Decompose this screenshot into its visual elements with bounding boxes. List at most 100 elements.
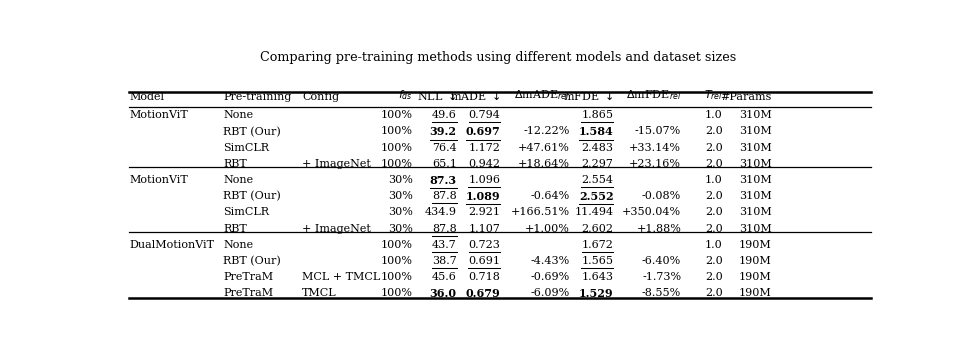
Text: 2.0: 2.0 (705, 272, 722, 282)
Text: +47.61%: +47.61% (518, 143, 570, 153)
Text: 190M: 190M (739, 288, 772, 298)
Text: -4.43%: -4.43% (531, 256, 570, 266)
Text: 100%: 100% (381, 110, 413, 120)
Text: 39.2: 39.2 (430, 126, 457, 138)
Text: 310M: 310M (739, 126, 772, 137)
Text: + ImageNet: + ImageNet (302, 159, 371, 169)
Text: 30%: 30% (388, 175, 413, 185)
Text: 190M: 190M (739, 272, 772, 282)
Text: 1.107: 1.107 (469, 224, 501, 234)
Text: 2.483: 2.483 (581, 143, 613, 153)
Text: 100%: 100% (381, 126, 413, 137)
Text: 2.0: 2.0 (705, 159, 722, 169)
Text: 1.865: 1.865 (581, 110, 613, 120)
Text: 30%: 30% (388, 191, 413, 201)
Text: SimCLR: SimCLR (224, 143, 269, 153)
Text: 0.942: 0.942 (469, 159, 501, 169)
Text: 100%: 100% (381, 272, 413, 282)
Text: RBT: RBT (224, 224, 247, 234)
Text: None: None (224, 175, 254, 185)
Text: -8.55%: -8.55% (642, 288, 681, 298)
Text: 0.794: 0.794 (469, 110, 501, 120)
Text: 310M: 310M (739, 110, 772, 120)
Text: PreTraM: PreTraM (224, 288, 273, 298)
Text: 43.7: 43.7 (432, 240, 457, 250)
Text: 0.697: 0.697 (466, 126, 501, 138)
Text: MotionViT: MotionViT (129, 175, 188, 185)
Text: 30%: 30% (388, 207, 413, 217)
Text: #Params: #Params (720, 92, 772, 102)
Text: 1.584: 1.584 (578, 126, 613, 138)
Text: DualMotionViT: DualMotionViT (129, 240, 214, 250)
Text: Model: Model (129, 92, 164, 102)
Text: 2.602: 2.602 (581, 224, 613, 234)
Text: RBT (Our): RBT (Our) (224, 191, 281, 201)
Text: 1.0: 1.0 (705, 175, 722, 185)
Text: 190M: 190M (739, 240, 772, 250)
Text: Config: Config (302, 92, 339, 102)
Text: -0.64%: -0.64% (531, 191, 570, 201)
Text: + ImageNet: + ImageNet (302, 224, 371, 234)
Text: 2.554: 2.554 (581, 175, 613, 185)
Text: Comparing pre-training methods using different models and dataset sizes: Comparing pre-training methods using dif… (260, 51, 736, 64)
Text: 0.691: 0.691 (469, 256, 501, 266)
Text: +1.00%: +1.00% (525, 224, 570, 234)
Text: 2.0: 2.0 (705, 126, 722, 137)
Text: 2.0: 2.0 (705, 224, 722, 234)
Text: RBT (Our): RBT (Our) (224, 256, 281, 266)
Text: 87.8: 87.8 (432, 191, 457, 201)
Text: +350.04%: +350.04% (622, 207, 681, 217)
Text: TMCL: TMCL (302, 288, 337, 298)
Text: 2.0: 2.0 (705, 143, 722, 153)
Text: 36.0: 36.0 (430, 288, 457, 299)
Text: 0.679: 0.679 (466, 288, 501, 299)
Text: +1.88%: +1.88% (637, 224, 681, 234)
Text: +33.14%: +33.14% (629, 143, 681, 153)
Text: None: None (224, 240, 254, 250)
Text: 100%: 100% (381, 240, 413, 250)
Text: 100%: 100% (381, 288, 413, 298)
Text: None: None (224, 110, 254, 120)
Text: 87.3: 87.3 (430, 175, 457, 186)
Text: NLL $\downarrow$: NLL $\downarrow$ (417, 90, 457, 102)
Text: 1.643: 1.643 (581, 272, 613, 282)
Text: -6.09%: -6.09% (531, 288, 570, 298)
Text: -1.73%: -1.73% (642, 272, 681, 282)
Text: RBT: RBT (224, 159, 247, 169)
Text: RBT (Our): RBT (Our) (224, 126, 281, 137)
Text: 1.529: 1.529 (578, 288, 613, 299)
Text: MotionViT: MotionViT (129, 110, 188, 120)
Text: MCL + TMCL: MCL + TMCL (302, 272, 381, 282)
Text: 2.921: 2.921 (469, 207, 501, 217)
Text: 1.089: 1.089 (466, 191, 501, 202)
Text: 310M: 310M (739, 175, 772, 185)
Text: 310M: 310M (739, 143, 772, 153)
Text: -6.40%: -6.40% (642, 256, 681, 266)
Text: -0.69%: -0.69% (531, 272, 570, 282)
Text: mFDE $\downarrow$: mFDE $\downarrow$ (564, 90, 613, 102)
Text: 30%: 30% (388, 224, 413, 234)
Text: 2.0: 2.0 (705, 288, 722, 298)
Text: +166.51%: +166.51% (510, 207, 570, 217)
Text: 1.096: 1.096 (469, 175, 501, 185)
Text: 100%: 100% (381, 256, 413, 266)
Text: 310M: 310M (739, 159, 772, 169)
Text: 2.0: 2.0 (705, 207, 722, 217)
Text: 1.172: 1.172 (469, 143, 501, 153)
Text: 1.672: 1.672 (581, 240, 613, 250)
Text: 190M: 190M (739, 256, 772, 266)
Text: 1.0: 1.0 (705, 240, 722, 250)
Text: 1.0: 1.0 (705, 110, 722, 120)
Text: 2.0: 2.0 (705, 191, 722, 201)
Text: 65.1: 65.1 (432, 159, 457, 169)
Text: PreTraM: PreTraM (224, 272, 273, 282)
Text: 2.552: 2.552 (578, 191, 613, 202)
Text: $\Delta$mFDE$_{rel}$: $\Delta$mFDE$_{rel}$ (626, 88, 681, 102)
Text: $f_{ds}$: $f_{ds}$ (399, 88, 413, 102)
Text: 1.565: 1.565 (581, 256, 613, 266)
Text: 310M: 310M (739, 224, 772, 234)
Text: 434.9: 434.9 (425, 207, 457, 217)
Text: 76.4: 76.4 (432, 143, 457, 153)
Text: 0.718: 0.718 (469, 272, 501, 282)
Text: 38.7: 38.7 (432, 256, 457, 266)
